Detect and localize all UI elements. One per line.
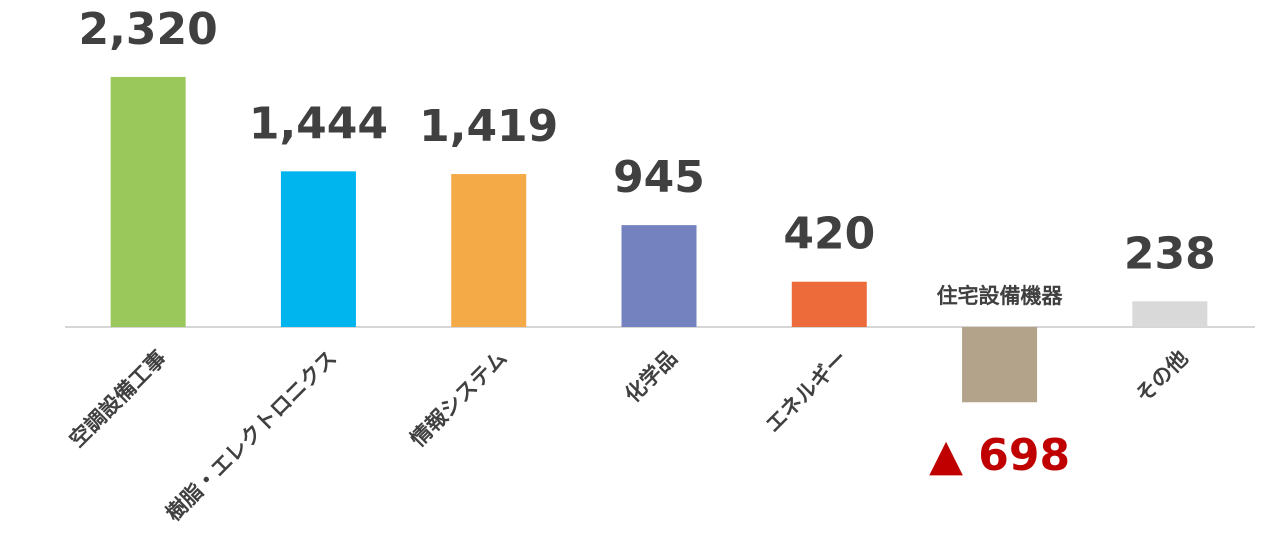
- category-label: 情報システム: [406, 346, 512, 452]
- value-label: 2,320: [79, 4, 218, 55]
- bar: [110, 76, 186, 328]
- category-label: 空調設備工事: [65, 346, 171, 452]
- value-label: 945: [613, 152, 705, 203]
- category-label: 住宅設備機器: [937, 284, 1064, 308]
- category-label: 樹脂・エレクトロニクス: [161, 346, 341, 526]
- bar: [1132, 301, 1208, 327]
- bar: [621, 225, 697, 327]
- category-label: その他: [1131, 346, 1193, 408]
- bar: [451, 174, 527, 327]
- bar: [280, 171, 356, 327]
- bar: [791, 281, 867, 327]
- bar: [962, 327, 1038, 403]
- value-label: 1,419: [419, 101, 558, 152]
- category-label: 化学品: [620, 346, 682, 408]
- value-label: 420: [783, 209, 875, 260]
- value-label: 1,444: [249, 98, 388, 149]
- category-label: エネルギー: [761, 346, 852, 437]
- value-label: 238: [1124, 228, 1216, 279]
- value-label: ▲ 698: [929, 430, 1070, 481]
